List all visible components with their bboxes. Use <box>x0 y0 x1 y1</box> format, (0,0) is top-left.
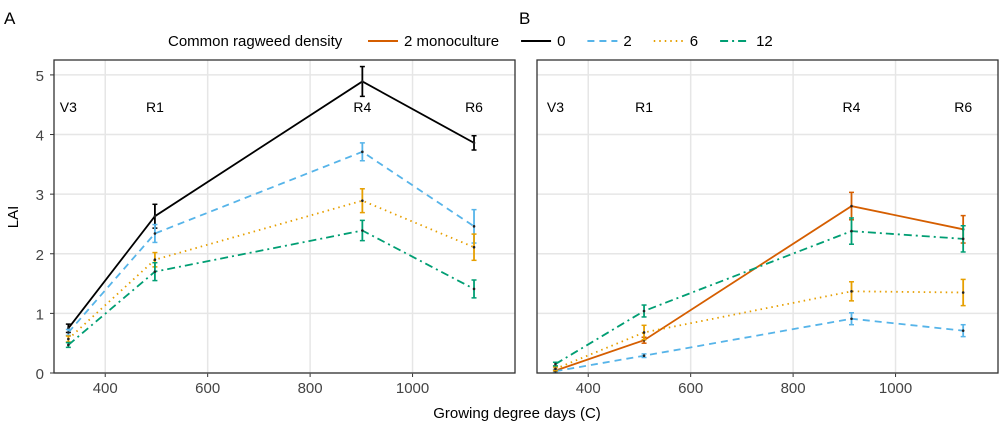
x-tick-label: 800 <box>781 380 806 397</box>
x-tick-label: 600 <box>195 380 220 397</box>
y-tick-label: 4 <box>36 128 44 145</box>
data-point <box>642 331 646 334</box>
series-12 <box>65 219 477 349</box>
legend-label: 2 <box>623 33 631 50</box>
legend-label: 2 monoculture <box>404 33 499 50</box>
data-point <box>153 270 157 273</box>
data-point <box>554 367 557 371</box>
data-point <box>554 362 557 366</box>
stage-label-r1: R1 <box>635 99 653 115</box>
data-point <box>67 331 70 334</box>
x-tick-label: 1000 <box>396 380 429 397</box>
data-point <box>361 150 364 154</box>
y-tick-label: 5 <box>36 68 44 85</box>
plot-background <box>537 60 998 373</box>
x-tick-label: 600 <box>678 380 703 397</box>
x-axis-title: Growing degree days (C) <box>433 405 601 422</box>
data-point <box>361 80 364 83</box>
data-point <box>472 287 476 291</box>
data-point <box>850 290 853 293</box>
data-point <box>472 225 476 228</box>
panel-label-a: A <box>4 9 16 28</box>
x-tick-label: 800 <box>298 380 323 397</box>
stage-label-r6: R6 <box>465 99 483 115</box>
data-point <box>472 245 476 249</box>
stage-label-v3: V3 <box>60 99 77 115</box>
series-12 <box>552 217 966 367</box>
legend-label: 0 <box>557 33 565 50</box>
data-point <box>153 258 157 262</box>
data-point <box>67 337 70 341</box>
stage-label-r6: R6 <box>954 99 972 115</box>
plot-border <box>536 59 999 374</box>
series-line <box>555 290 964 370</box>
legend: 2 monoculture 0 2 6 12 <box>368 33 773 50</box>
panel-a: 400 600 800 1000 0 1 2 3 4 5 V3 R1 R4 R6 <box>36 59 516 397</box>
legend-label: 12 <box>756 33 773 50</box>
data-point <box>642 354 646 358</box>
series-line <box>67 80 475 329</box>
y-tick-label: 0 <box>36 366 44 383</box>
x-tick-label: 400 <box>93 380 118 397</box>
data-point <box>67 343 70 347</box>
data-point <box>961 237 965 241</box>
series-line <box>555 205 964 372</box>
legend-label: 6 <box>690 33 698 50</box>
stage-label-r4: R4 <box>353 99 371 115</box>
data-point <box>961 291 965 294</box>
y-tick-label: 1 <box>36 306 44 323</box>
data-point <box>472 141 476 145</box>
stage-label-r1: R1 <box>146 99 164 115</box>
series-6 <box>552 278 966 372</box>
data-point <box>850 204 853 208</box>
panels: 400 600 800 1000 0 1 2 3 4 5 V3 R1 R4 R6 400 600 800 1000… <box>36 59 999 397</box>
y-tick-label: 3 <box>36 187 44 204</box>
panel-b: 400 600 800 1000 V3 R1 R4 R6 <box>536 59 999 397</box>
y-axis-title: LAI <box>5 206 22 229</box>
data-point <box>850 229 853 233</box>
x-tick-label: 1000 <box>879 380 912 397</box>
stage-label-r4: R4 <box>843 99 861 115</box>
series-line <box>555 317 964 373</box>
y-tick-label: 2 <box>36 247 44 264</box>
series-2 <box>65 142 477 337</box>
stage-label-v3: V3 <box>547 99 564 115</box>
series-line <box>554 230 964 365</box>
plot-background <box>54 60 515 373</box>
panel-label-b: B <box>519 9 530 28</box>
data-point <box>361 229 364 232</box>
data-point <box>850 317 853 321</box>
series-line <box>67 229 475 346</box>
plot-border <box>53 59 516 374</box>
data-point <box>642 309 646 313</box>
data-point <box>361 199 364 203</box>
data-point <box>961 329 965 332</box>
data-point <box>153 214 157 218</box>
x-tick-label: 400 <box>576 380 601 397</box>
legend-title: Common ragweed density <box>168 33 343 50</box>
data-point <box>153 232 157 235</box>
series-line <box>67 150 475 334</box>
